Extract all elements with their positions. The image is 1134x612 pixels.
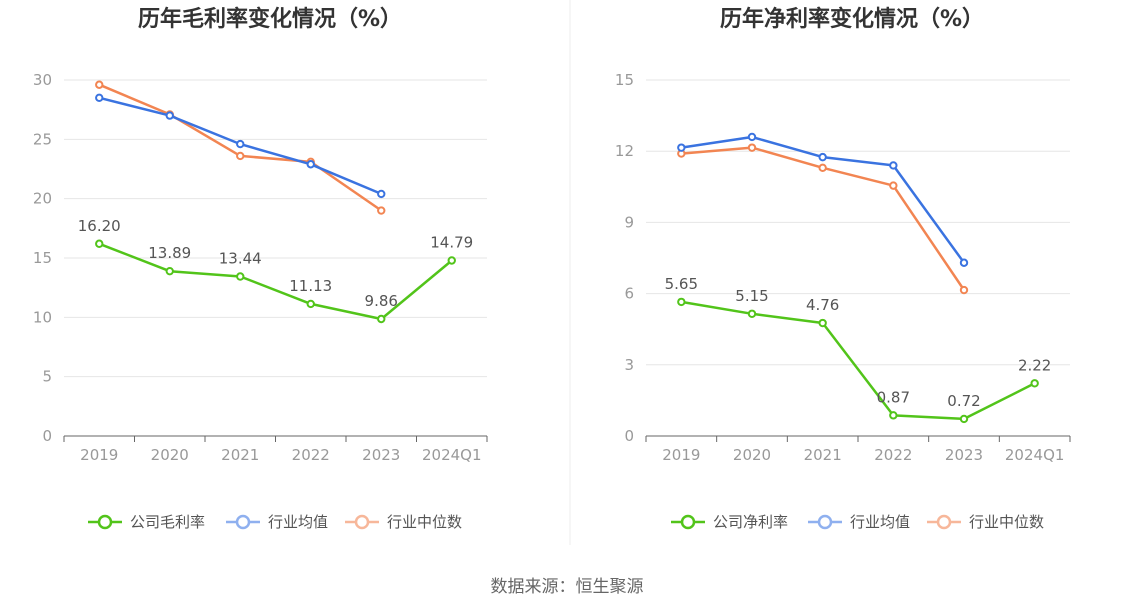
data-point xyxy=(306,160,315,169)
data-label: 5.65 xyxy=(665,275,698,293)
x-tick-label: 2022 xyxy=(292,446,330,464)
x-tick-label: 2024Q1 xyxy=(1005,446,1065,464)
y-tick-label: 15 xyxy=(615,71,634,89)
legend-swatch-marker xyxy=(235,514,251,530)
y-tick-label: 15 xyxy=(33,249,52,267)
data-point xyxy=(677,297,686,307)
data-point xyxy=(377,314,386,324)
y-tick-label: 25 xyxy=(33,130,52,148)
data-point xyxy=(747,309,757,318)
legend-swatch-marker xyxy=(680,514,696,530)
y-tick-label: 12 xyxy=(615,142,634,160)
y-tick-label: 10 xyxy=(33,308,52,326)
data-label: 5.15 xyxy=(735,287,768,305)
chart-title: 历年毛利率变化情况（%） xyxy=(138,6,402,32)
data-point xyxy=(747,143,757,152)
data-point xyxy=(818,163,827,173)
data-point xyxy=(677,143,686,152)
data-point xyxy=(747,132,757,142)
data-point xyxy=(889,411,898,420)
data-point xyxy=(165,266,174,276)
gross-margin-chart: 历年毛利率变化情况（%） 0 5 10 15 20 25 30 2019 2020 2021 2022… xyxy=(33,6,488,531)
x-tick-label: 2022 xyxy=(874,446,912,464)
data-label: 11.13 xyxy=(289,277,332,295)
data-point xyxy=(95,239,104,248)
data-point xyxy=(95,93,104,103)
x-tick-label: 2023 xyxy=(362,446,400,464)
y-tick-label: 9 xyxy=(624,213,634,231)
net-margin-chart: 历年净利率变化情况（%） 0 3 6 9 12 15 2019 2020 2021 2022 2023… xyxy=(615,6,1071,531)
data-point xyxy=(377,206,386,215)
legend-swatch-marker xyxy=(817,514,833,530)
data-point xyxy=(95,80,104,89)
data-point xyxy=(889,161,898,170)
data-point xyxy=(236,151,245,161)
data-point xyxy=(165,111,174,120)
legend-label: 公司净利率 xyxy=(713,513,788,531)
x-tick-label: 2019 xyxy=(80,446,118,464)
data-label: 9.86 xyxy=(365,292,398,310)
data-point xyxy=(818,152,827,162)
data-label: 16.20 xyxy=(78,217,121,235)
legend-swatch-marker xyxy=(97,514,113,530)
data-point xyxy=(377,189,386,199)
x-tick-label: 2024Q1 xyxy=(422,446,482,464)
legend-swatch-marker xyxy=(936,514,952,530)
y-tick-label: 30 xyxy=(33,71,52,89)
legend-label: 行业中位数 xyxy=(387,513,462,531)
x-tick-label: 2023 xyxy=(945,446,983,464)
data-label: 0.72 xyxy=(947,392,980,410)
y-tick-label: 20 xyxy=(33,190,52,208)
data-point xyxy=(959,258,969,267)
y-tick-label: 3 xyxy=(624,356,634,374)
legend-label: 公司毛利率 xyxy=(130,513,205,531)
y-tick-label: 6 xyxy=(624,285,634,303)
data-source: 数据来源：恒生聚源 xyxy=(491,577,644,597)
legend-swatch-marker xyxy=(354,514,370,530)
y-tick-label: 0 xyxy=(624,427,634,445)
data-point xyxy=(447,256,456,265)
data-label: 13.89 xyxy=(148,244,191,262)
x-tick-label: 2020 xyxy=(151,446,189,464)
y-tick-label: 0 xyxy=(42,427,52,445)
data-label: 0.87 xyxy=(877,388,910,406)
data-point xyxy=(889,181,898,190)
data-point xyxy=(818,318,827,328)
legend-label: 行业均值 xyxy=(268,513,328,531)
data-point xyxy=(1030,379,1039,388)
data-point xyxy=(959,414,969,424)
data-label: 14.79 xyxy=(430,233,473,251)
series-line xyxy=(681,300,1036,421)
x-tick-label: 2019 xyxy=(662,446,700,464)
data-label: 4.76 xyxy=(806,296,839,314)
data-point xyxy=(959,285,969,295)
data-label: 13.44 xyxy=(219,250,262,268)
data-point xyxy=(306,299,315,309)
y-tick-label: 5 xyxy=(42,368,52,386)
x-tick-label: 2020 xyxy=(733,446,771,464)
data-point xyxy=(236,272,245,281)
series-line xyxy=(98,242,453,321)
x-tick-label: 2021 xyxy=(804,446,842,464)
chart-title: 历年净利率变化情况（%） xyxy=(720,6,984,32)
legend-label: 行业中位数 xyxy=(969,513,1044,531)
data-point xyxy=(236,139,245,149)
data-label: 2.22 xyxy=(1018,356,1051,374)
legend-label: 行业均值 xyxy=(850,513,910,531)
x-tick-label: 2021 xyxy=(221,446,259,464)
